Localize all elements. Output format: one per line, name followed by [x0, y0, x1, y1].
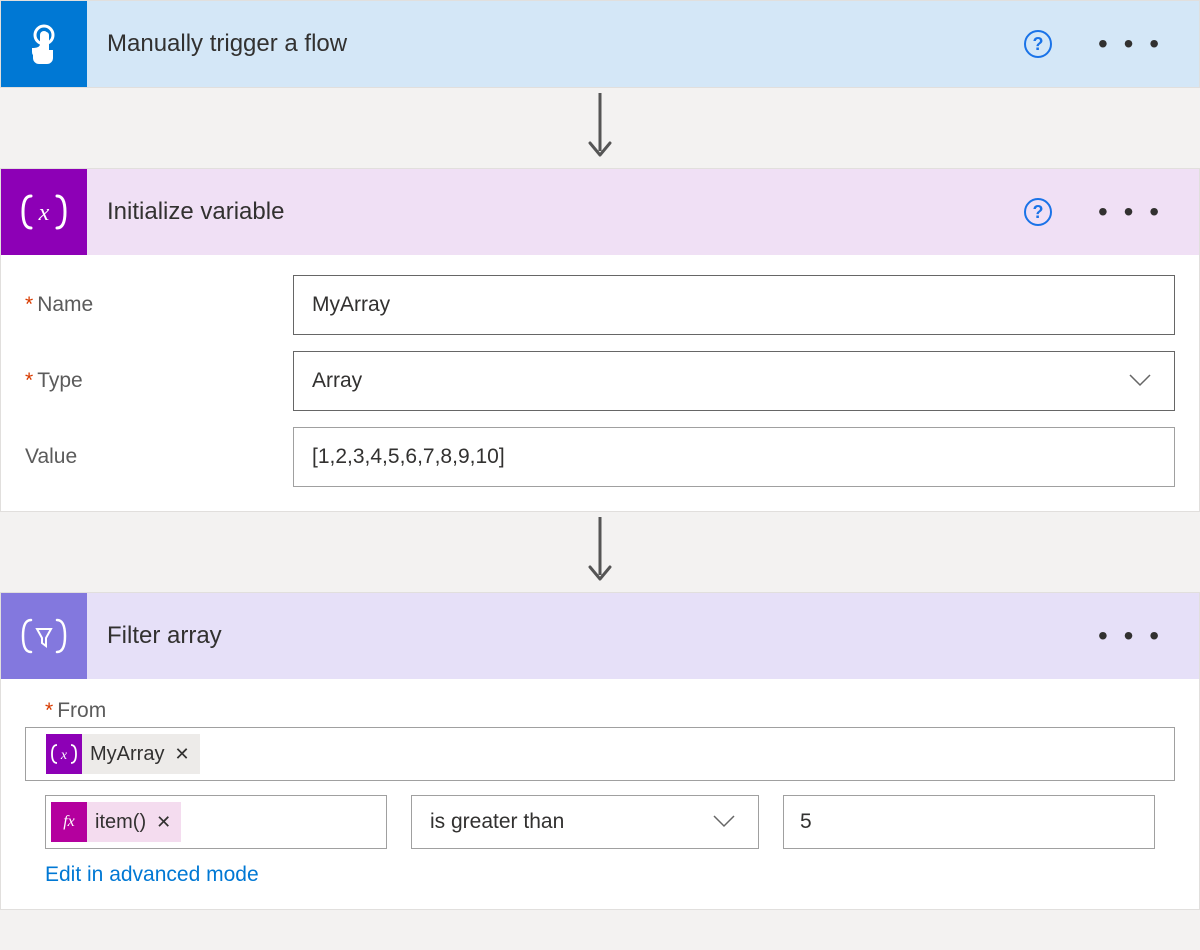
type-select[interactable]: Array	[293, 351, 1175, 411]
from-label-text: From	[57, 699, 106, 722]
filter-braces-icon	[19, 616, 69, 656]
type-value: Array	[312, 369, 362, 393]
name-label: *Name	[25, 293, 293, 317]
required-marker: *	[45, 699, 53, 722]
advanced-mode-link[interactable]: Edit in advanced mode	[45, 863, 1175, 887]
initvar-title: Initialize variable	[87, 198, 1024, 226]
filter-body: *From x MyArray ✕ fx item() ✕	[1, 679, 1199, 909]
trigger-header[interactable]: Manually trigger a flow ? • • •	[1, 1, 1199, 87]
initvar-body: *Name MyArray *Type Array Value [1,2,3,4…	[1, 255, 1199, 511]
filter-card-icon	[1, 593, 87, 679]
from-token[interactable]: x MyArray ✕	[46, 734, 200, 774]
condition-right-input[interactable]: 5	[783, 795, 1155, 849]
filter-header[interactable]: Filter array • • •	[1, 593, 1199, 679]
arrow-connector	[0, 88, 1200, 168]
initvar-icon: x	[1, 169, 87, 255]
svg-text:x: x	[38, 200, 50, 226]
trigger-card: Manually trigger a flow ? • • •	[0, 0, 1200, 88]
help-icon[interactable]: ?	[1024, 30, 1052, 58]
type-label: *Type	[25, 369, 293, 393]
from-label: *From	[45, 699, 1175, 723]
token-remove-icon[interactable]: ✕	[156, 812, 181, 833]
value-label: Value	[25, 445, 293, 469]
field-row-name: *Name MyArray	[25, 275, 1175, 335]
touch-icon	[22, 22, 66, 66]
condition-operator-select[interactable]: is greater than	[411, 795, 759, 849]
required-marker: *	[25, 293, 33, 316]
chevron-down-icon	[1128, 369, 1152, 393]
condition-operator-value: is greater than	[430, 810, 564, 834]
more-button[interactable]: • • •	[1098, 30, 1163, 58]
trigger-icon	[1, 1, 87, 87]
field-row-value: Value [1,2,3,4,5,6,7,8,9,10]	[25, 427, 1175, 487]
trigger-title: Manually trigger a flow	[87, 30, 1024, 58]
token-remove-icon[interactable]: ✕	[174, 744, 199, 765]
arrow-down-icon	[585, 517, 615, 587]
chevron-down-icon	[712, 810, 736, 834]
condition-row: fx item() ✕ is greater than 5	[45, 795, 1155, 849]
from-token-text: MyArray	[82, 743, 174, 766]
initvar-header[interactable]: x Initialize variable ? • • •	[1, 169, 1199, 255]
required-marker: *	[25, 369, 33, 392]
initvar-card: x Initialize variable ? • • • *Name MyAr…	[0, 168, 1200, 512]
name-label-text: Name	[37, 293, 93, 316]
condition-left-text: item()	[87, 811, 156, 834]
condition-left-input[interactable]: fx item() ✕	[45, 795, 387, 849]
variable-icon: x	[19, 192, 69, 232]
fx-icon: fx	[51, 802, 87, 842]
type-label-text: Type	[37, 369, 83, 392]
arrow-down-icon	[585, 93, 615, 163]
field-row-type: *Type Array	[25, 351, 1175, 411]
from-input[interactable]: x MyArray ✕	[25, 727, 1175, 781]
arrow-connector	[0, 512, 1200, 592]
condition-left-token[interactable]: fx item() ✕	[51, 802, 181, 842]
more-button[interactable]: • • •	[1098, 622, 1163, 650]
value-input[interactable]: [1,2,3,4,5,6,7,8,9,10]	[293, 427, 1175, 487]
filter-card: Filter array • • • *From x MyArray ✕	[0, 592, 1200, 910]
variable-token-icon: x	[46, 734, 82, 774]
name-input[interactable]: MyArray	[293, 275, 1175, 335]
svg-text:x: x	[60, 748, 68, 763]
more-button[interactable]: • • •	[1098, 198, 1163, 226]
help-icon[interactable]: ?	[1024, 198, 1052, 226]
filter-title: Filter array	[87, 622, 1098, 650]
